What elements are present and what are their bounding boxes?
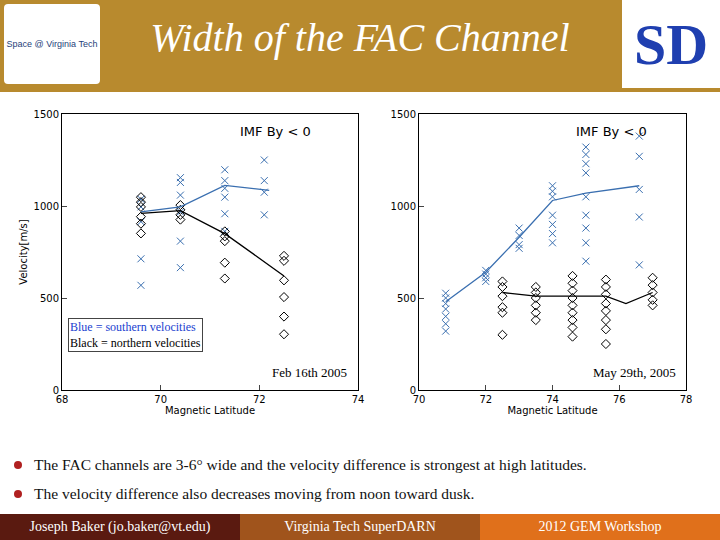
svg-text:1500: 1500 [391,109,416,120]
html-text:2012 GEM Workshop: 2012 GEM Workshop [538,519,662,534]
svg-text:74: 74 [546,394,559,405]
svg-text:70: 70 [154,394,167,405]
svg-text:78: 78 [680,394,693,405]
svg-text:Feb 16th 2005: Feb 16th 2005 [272,365,347,380]
svg-text:72: 72 [479,394,492,405]
svg-text:IMF By < 0: IMF By < 0 [240,124,311,139]
svg-text:500: 500 [40,293,59,304]
svg-text:Magnetic Latitude: Magnetic Latitude [507,405,597,416]
svg-text:74: 74 [352,394,365,405]
svg-text:Velocity[m/s]: Velocity[m/s] [18,219,29,284]
svg-text:1000: 1000 [34,201,59,212]
svg-text:76: 76 [613,394,626,405]
svg-text:0: 0 [53,385,59,396]
html-text:Virginia Tech SuperDARN: Virginia Tech SuperDARN [284,519,436,534]
html-text:The FAC channels are 3-6° wide: The FAC channels are 3-6° wide and the v… [34,456,587,473]
svg-text:1000: 1000 [391,201,416,212]
svg-text:Blue = southern velocitiesBlac: Blue = southern velocitiesBlack = northe… [70,320,201,350]
html-text:Space @ Virginia Tech: Space @ Virginia Tech [6,39,98,49]
html-text:Joseph Baker (jo.baker@vt.edu): Joseph Baker (jo.baker@vt.edu) [29,519,211,534]
svg-text:70: 70 [413,394,426,405]
svg-text:May 29th, 2005: May 29th, 2005 [593,365,676,380]
svg-text:500: 500 [397,293,416,304]
html-text:The velocity difference also d: The velocity difference also decreases m… [34,485,475,502]
svg-text:72: 72 [253,394,266,405]
svg-text:0: 0 [410,385,416,396]
svg-text:IMF By < 0: IMF By < 0 [576,124,647,139]
html-text:SD: SD [633,11,709,77]
svg-text:68: 68 [56,394,69,405]
svg-text:Magnetic Latitude: Magnetic Latitude [165,405,255,416]
svg-text:1500: 1500 [34,109,59,120]
html-text:Width of the FAC Channel: Width of the FAC Channel [150,15,570,60]
